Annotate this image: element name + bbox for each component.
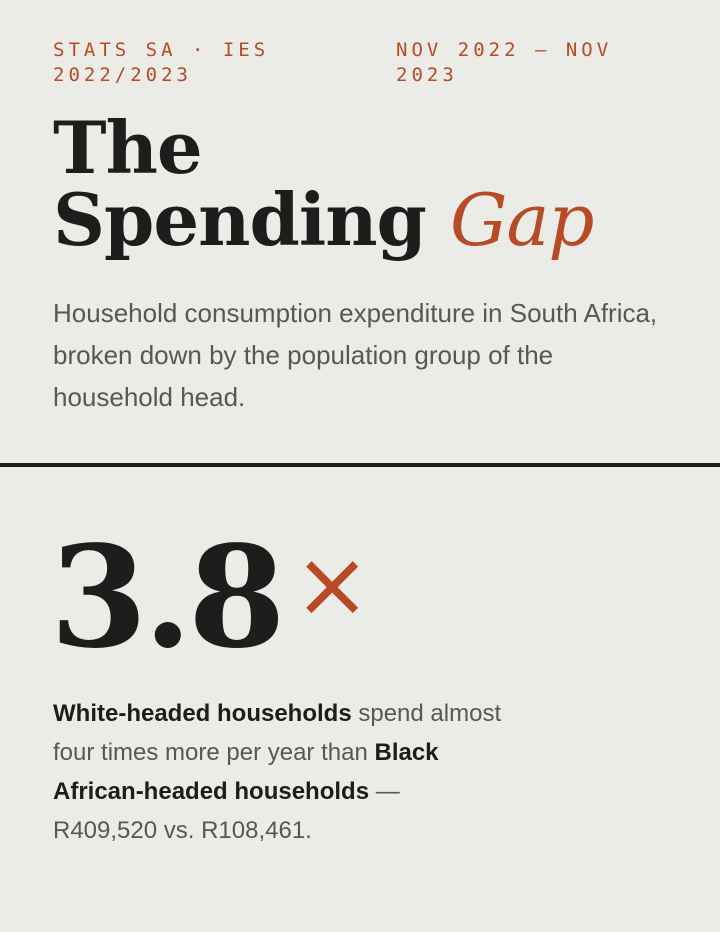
- source: STATS SA · IES 2022/2023: [53, 39, 270, 86]
- group-b: Black African-headed households: [53, 739, 439, 805]
- title: The Spending Gap: [53, 112, 594, 257]
- period: NOV 2022 – NOV 2023: [396, 39, 613, 86]
- stat-symbol: ×: [293, 531, 371, 638]
- description-text: — R409,520 vs. R108,461.: [53, 778, 400, 844]
- description-text: spend almost four times more per year th…: [53, 700, 502, 766]
- description: White-headed households spend almost fou…: [53, 694, 503, 850]
- stat: 3.8 ×: [50, 510, 371, 673]
- title-line: Spending: [53, 177, 427, 262]
- group-a: White-headed households: [53, 700, 352, 727]
- subtitle: Household consumption expenditure in Sou…: [53, 298, 658, 412]
- title-accent: Gap: [449, 178, 595, 262]
- stat-value: 3.8: [50, 516, 286, 680]
- title-line: The: [53, 105, 203, 190]
- divider: [0, 463, 720, 467]
